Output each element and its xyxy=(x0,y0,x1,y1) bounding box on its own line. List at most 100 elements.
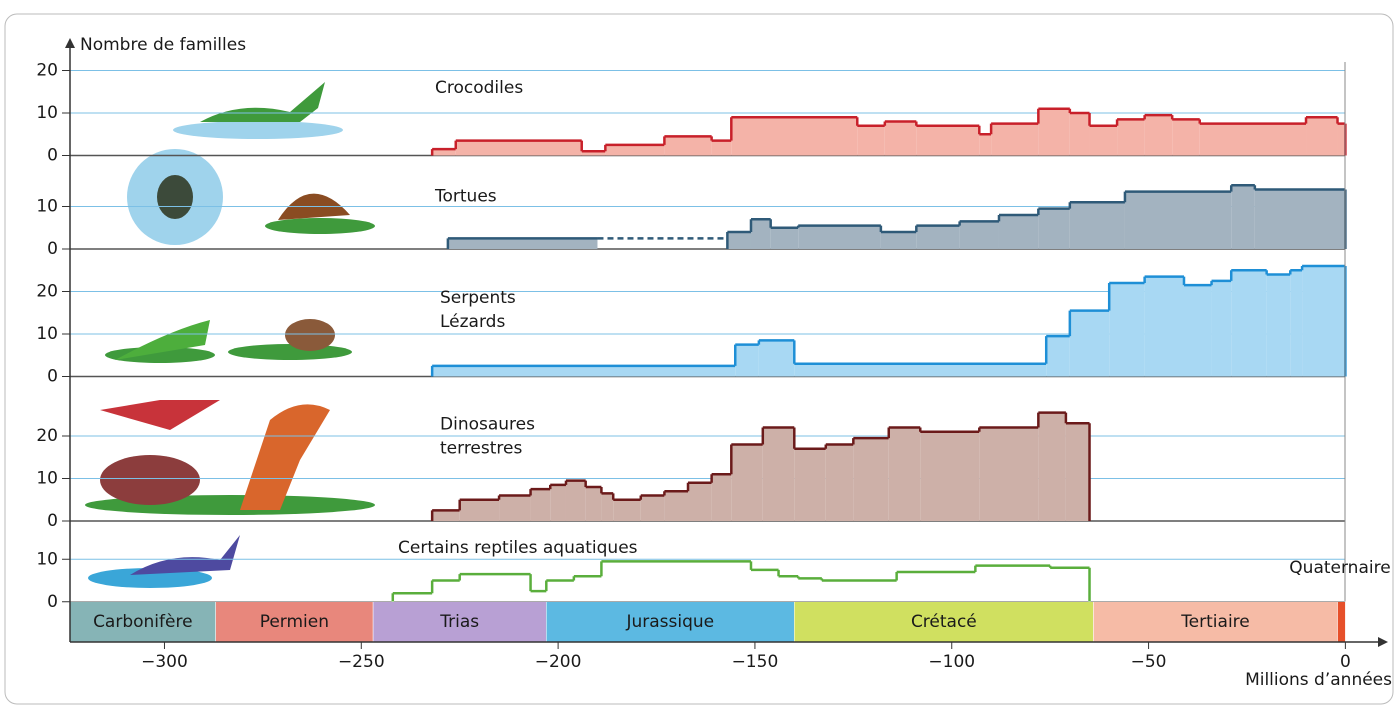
step-area xyxy=(1038,109,1069,156)
step-area xyxy=(566,481,586,521)
step-area xyxy=(881,232,916,249)
step-area xyxy=(1302,266,1345,377)
y-tick-label: 0 xyxy=(47,367,58,387)
step-area xyxy=(826,445,854,522)
step-area xyxy=(759,340,794,376)
step-area xyxy=(751,219,771,249)
step-area xyxy=(1070,113,1090,156)
step-area xyxy=(712,474,732,521)
x-axis-label: Millions d’années xyxy=(1245,670,1392,690)
step-area xyxy=(1145,115,1173,155)
step-area xyxy=(889,428,920,522)
step-area xyxy=(771,228,799,249)
step-area xyxy=(916,226,959,249)
period-label: Tertiaire xyxy=(1180,612,1250,632)
step-area xyxy=(979,134,991,155)
step-area xyxy=(1255,190,1346,250)
step-area xyxy=(550,485,566,521)
panel-label: Tortues xyxy=(434,187,497,207)
x-tick-label: −50 xyxy=(1131,652,1167,672)
step-area xyxy=(991,124,1038,156)
x-tick-label: −300 xyxy=(141,652,188,672)
step-area xyxy=(1184,285,1212,376)
step-area xyxy=(499,496,530,522)
period-label: Carbonifère xyxy=(93,612,193,632)
y-tick-label: 10 xyxy=(36,549,58,569)
panel-label: Serpents xyxy=(440,288,516,308)
step-area xyxy=(798,226,881,249)
step-area xyxy=(1070,311,1109,377)
step-area xyxy=(763,428,794,522)
step-area xyxy=(586,487,602,521)
step-area xyxy=(794,364,1046,377)
step-area xyxy=(1267,275,1291,377)
step-area xyxy=(735,345,759,377)
x-tick-label: −150 xyxy=(732,652,779,672)
y-tick-label: 20 xyxy=(36,282,58,302)
panel-label: Crocodiles xyxy=(435,78,523,98)
step-area xyxy=(1117,119,1145,155)
step-area xyxy=(531,489,551,521)
panel-label: terrestres xyxy=(440,439,522,459)
y-tick-label: 0 xyxy=(47,511,58,531)
y-tick-label: 0 xyxy=(47,592,58,612)
step-area xyxy=(448,238,598,249)
panel-label: Lézards xyxy=(440,312,505,332)
period-label: Trias xyxy=(439,612,479,632)
water xyxy=(173,121,343,139)
step-area xyxy=(731,117,857,155)
step-area xyxy=(979,428,1038,522)
period xyxy=(1338,602,1346,642)
ground xyxy=(265,218,375,234)
y-axis-label: Nombre de familles xyxy=(80,35,246,55)
ground xyxy=(228,344,352,360)
step-area xyxy=(857,126,885,156)
step-area xyxy=(1090,126,1118,156)
step-area xyxy=(1200,124,1306,156)
x-tick-label: −250 xyxy=(338,652,385,672)
step-area xyxy=(432,510,460,521)
y-tick-label: 0 xyxy=(47,146,58,166)
period-label: Crétacé xyxy=(911,612,977,632)
y-tick-label: 10 xyxy=(36,103,58,123)
panel-label: Dinosaures xyxy=(440,415,535,435)
x-tick-label: 0 xyxy=(1340,652,1351,672)
chart: Nombre de familles Millions d’années 0 10… xyxy=(0,0,1399,708)
step-area xyxy=(664,491,688,521)
step-area xyxy=(727,232,751,249)
y-tick-label: 20 xyxy=(36,426,58,446)
triceratops xyxy=(100,455,200,505)
step-area xyxy=(731,445,762,522)
step-area xyxy=(1212,281,1232,377)
step-area xyxy=(1306,117,1337,155)
step-area xyxy=(712,141,732,156)
step-area xyxy=(1038,413,1066,521)
step-area xyxy=(960,221,999,249)
step-area xyxy=(999,215,1038,249)
period-label: Permien xyxy=(260,612,329,632)
step-area xyxy=(641,496,665,522)
step-area xyxy=(664,136,711,155)
step-area xyxy=(853,438,888,521)
step-area xyxy=(1070,202,1125,249)
x-tick-label: −200 xyxy=(535,652,582,672)
step-area xyxy=(613,500,641,521)
step-area xyxy=(1231,270,1266,376)
y-tick-label: 0 xyxy=(47,239,58,259)
water-turtle xyxy=(157,175,193,219)
step-area xyxy=(1125,192,1231,249)
period-label: Quaternaire xyxy=(1289,558,1390,578)
step-area xyxy=(432,366,735,377)
y-tick-label: 10 xyxy=(36,324,58,344)
step-area xyxy=(456,141,582,156)
step-area xyxy=(1038,209,1069,249)
step-area xyxy=(1231,185,1255,249)
step-area xyxy=(916,126,979,156)
step-area xyxy=(920,432,979,521)
step-area xyxy=(460,500,499,521)
y-tick-label: 20 xyxy=(36,61,58,81)
x-tick-label: −100 xyxy=(928,652,975,672)
step-area xyxy=(794,449,825,521)
step-area xyxy=(1290,270,1302,376)
panel-label: Certains reptiles aquatiques xyxy=(398,538,638,558)
